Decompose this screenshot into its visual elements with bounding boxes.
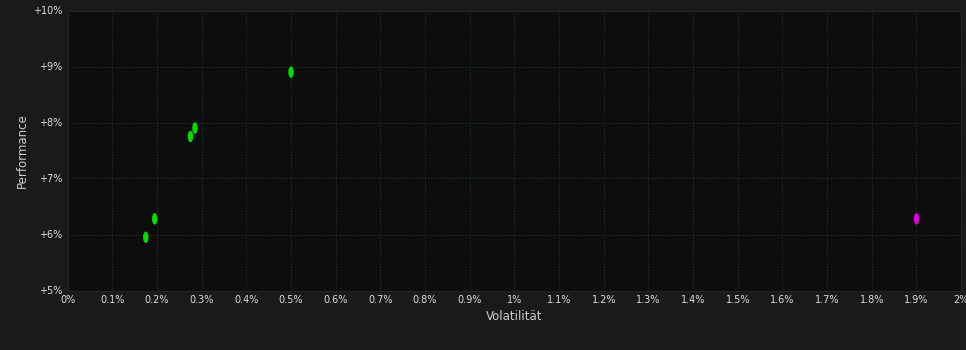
- Ellipse shape: [188, 132, 192, 141]
- Ellipse shape: [153, 214, 156, 224]
- X-axis label: Volatilität: Volatilität: [486, 309, 543, 323]
- Y-axis label: Performance: Performance: [16, 113, 29, 188]
- Ellipse shape: [915, 214, 919, 224]
- Ellipse shape: [289, 67, 293, 77]
- Ellipse shape: [144, 232, 148, 242]
- Ellipse shape: [193, 123, 197, 133]
